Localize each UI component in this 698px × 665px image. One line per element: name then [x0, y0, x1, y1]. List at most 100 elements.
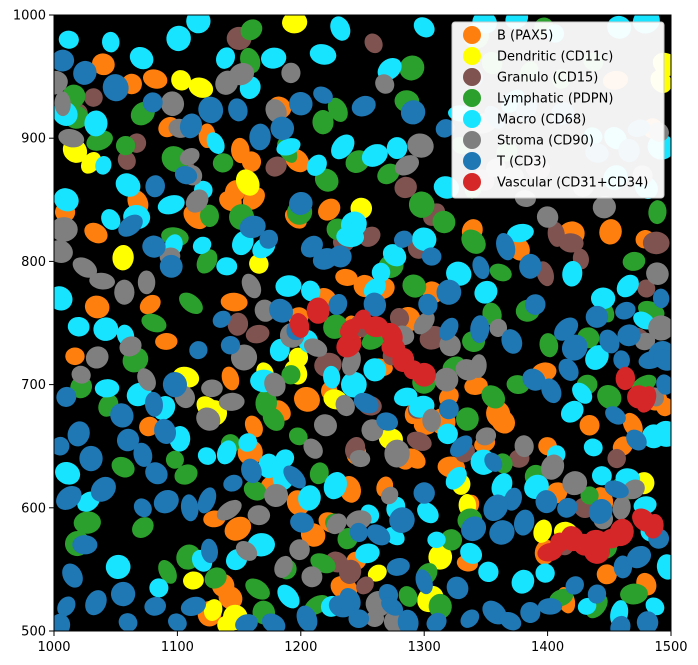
cell-t-112 — [520, 602, 541, 624]
legend-label: Lymphatic (PDPN) — [497, 92, 613, 107]
cell-stroma-7 — [114, 279, 135, 305]
cell-macro-45 — [192, 236, 212, 255]
cell-macro-69 — [583, 438, 603, 457]
cell-t-55 — [62, 563, 83, 588]
cell-t-103 — [446, 576, 469, 600]
cell-stroma-62 — [648, 315, 671, 341]
cell-macro-54 — [382, 244, 407, 267]
cell-lymphatic-83 — [481, 385, 506, 409]
cell-granulo-30 — [406, 431, 432, 451]
cell-stroma-5 — [72, 257, 98, 278]
cell-granulo-10 — [359, 226, 381, 247]
cell-t-129 — [241, 458, 262, 484]
cell-stroma-52 — [422, 408, 441, 432]
cell-t-75 — [144, 391, 163, 417]
cell-lymphatic-78 — [648, 200, 667, 225]
cell-b-26 — [599, 219, 622, 245]
cell-b-33 — [139, 294, 161, 315]
cell-stroma-73 — [235, 540, 258, 561]
cell-t-68 — [197, 487, 217, 514]
cell-stroma-54 — [514, 435, 534, 458]
cell-t-57 — [54, 613, 71, 631]
cell-t-35 — [472, 256, 490, 280]
cell-t-79 — [269, 298, 294, 323]
cell-t-22 — [145, 175, 165, 198]
cell-macro-75 — [94, 379, 120, 398]
cell-macro-99 — [323, 472, 347, 500]
legend-marker — [463, 152, 481, 170]
cell-macro-115 — [478, 561, 499, 583]
cell-t-99 — [504, 487, 522, 511]
cell-t-87 — [522, 368, 546, 391]
cell-t-94 — [626, 429, 647, 451]
cell-t-114 — [565, 576, 584, 595]
legend-label: T (CD3) — [496, 155, 547, 170]
cell-t-140 — [381, 596, 404, 616]
cell-b-43 — [65, 347, 85, 366]
cell-t-90 — [613, 350, 630, 370]
cell-stroma-31 — [646, 262, 669, 286]
cell-dendritic-25 — [367, 564, 387, 582]
cell-macro-92 — [437, 423, 458, 445]
cell-t-44 — [617, 324, 641, 347]
x-tick-label: 1000 — [37, 640, 70, 655]
cell-macro-66 — [560, 400, 584, 423]
cell-t-82 — [363, 292, 387, 317]
cell-b-42 — [139, 416, 159, 437]
cell-lymphatic-28 — [489, 263, 512, 282]
cell-macro-11 — [413, 17, 435, 38]
cell-granulo-7 — [265, 156, 287, 177]
legend-marker — [463, 89, 481, 107]
cell-lymphatic-65 — [281, 365, 301, 385]
cell-macro-95 — [445, 466, 467, 490]
cell-vascular-10 — [336, 332, 362, 358]
cell-lymphatic-6 — [240, 19, 263, 41]
cell-b-75 — [579, 415, 600, 436]
cell-t-73 — [154, 418, 177, 444]
legend-marker — [463, 110, 481, 128]
cell-lymphatic-35 — [199, 204, 219, 227]
cell-macro-39 — [67, 316, 90, 337]
cell-b-79 — [596, 564, 617, 585]
cell-dendritic-0 — [282, 15, 308, 34]
cell-t-0 — [54, 49, 75, 72]
cell-lymphatic-37 — [196, 249, 218, 274]
cell-stroma-28 — [592, 196, 616, 219]
cell-stroma-38 — [119, 336, 142, 357]
x-tick-label: 1300 — [408, 640, 441, 655]
cell-stroma-68 — [303, 338, 328, 357]
cell-t-5 — [198, 96, 224, 124]
cell-t-85 — [470, 315, 490, 344]
cell-lymphatic-57 — [204, 567, 227, 589]
cell-macro-113 — [427, 531, 446, 549]
cell-vascular-22 — [583, 537, 611, 564]
cell-dendritic-7 — [249, 253, 269, 274]
cell-b-16 — [318, 198, 341, 221]
legend-label: Granulo (CD15) — [497, 71, 598, 86]
cell-macro-117 — [535, 563, 555, 583]
cell-b-44 — [221, 366, 240, 391]
cell-t-92 — [652, 288, 670, 309]
cell-macro-3 — [166, 25, 191, 52]
cell-lymphatic-62 — [158, 559, 177, 584]
cell-b-2 — [142, 69, 168, 89]
cell-dendritic-27 — [428, 544, 453, 570]
cell-macro-55 — [363, 277, 386, 300]
cell-t-1 — [73, 60, 97, 85]
cell-lymphatic-44 — [165, 450, 184, 469]
cell-macro-61 — [590, 287, 616, 310]
cell-granulo-34 — [356, 576, 374, 595]
cell-macro-114 — [460, 542, 483, 564]
cell-t-100 — [513, 509, 535, 536]
cell-stroma-37 — [137, 368, 156, 392]
cell-t-66 — [153, 489, 179, 514]
cell-stroma-76 — [301, 566, 323, 588]
cell-stroma-41 — [196, 407, 221, 431]
cell-granulo-39 — [607, 448, 626, 469]
cell-t-83 — [418, 293, 438, 316]
cell-stroma-53 — [475, 427, 497, 446]
cell-macro-88 — [341, 371, 367, 398]
cell-lymphatic-56 — [245, 578, 270, 600]
cell-macro-20 — [95, 156, 112, 175]
cell-t-111 — [499, 611, 522, 631]
